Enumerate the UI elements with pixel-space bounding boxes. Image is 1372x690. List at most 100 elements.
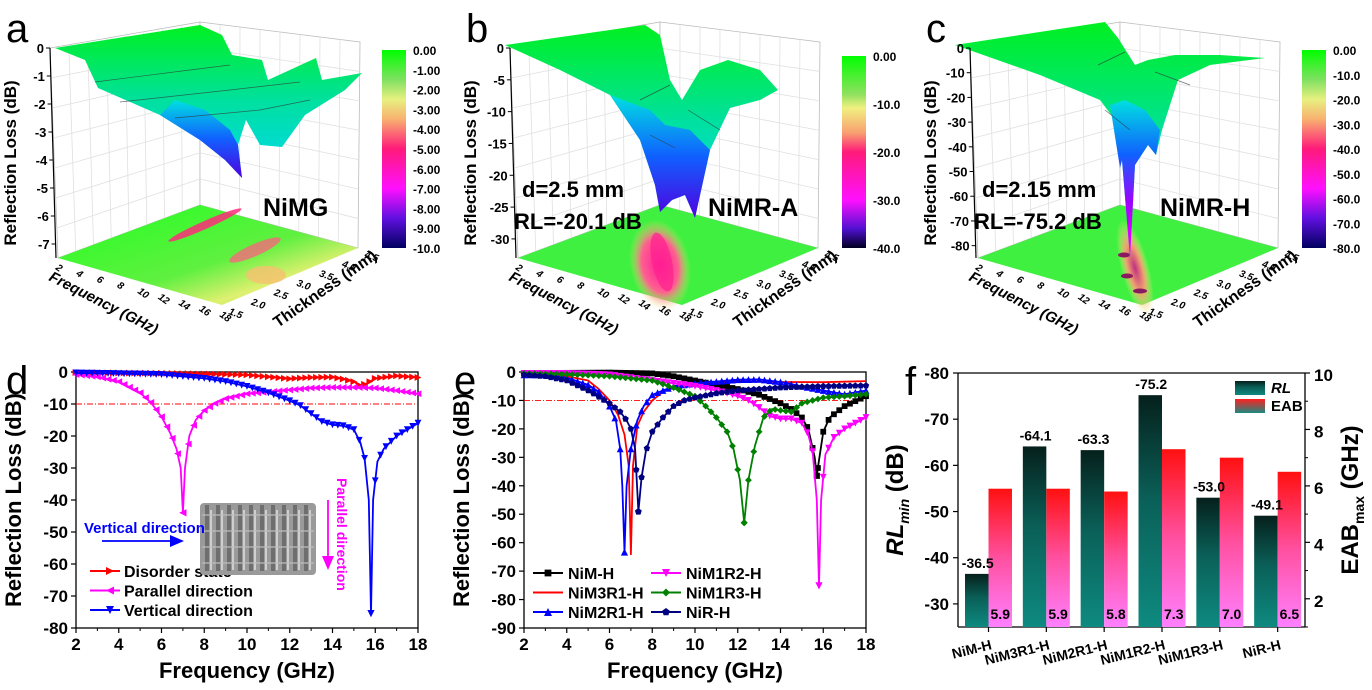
colorbar-tick-label: -60.0	[1333, 193, 1361, 207]
data-point	[318, 418, 326, 425]
foam-highlight	[210, 510, 212, 570]
foam-wall	[271, 505, 275, 571]
y-axis-label: Reflection Loss (dB)	[449, 393, 474, 607]
panel-d: d 2 4 6 8 10 12 14 16 18 0 -10 -20 -30 -40 -50 -60 -70 -80…	[1, 359, 427, 683]
legend-label: Parallel direction	[124, 584, 253, 601]
data-point	[323, 373, 331, 381]
data-point	[830, 382, 838, 389]
x-axis-label: Frequency (GHz)	[607, 658, 783, 683]
data-point	[691, 394, 699, 401]
data-point	[350, 378, 358, 385]
surface-mesh	[610, 95, 710, 218]
surface-contour-line	[94, 64, 231, 83]
data-point	[739, 376, 747, 384]
bar-rl-value-label: -75.2	[1135, 376, 1167, 392]
y-tick-label: 2.5	[271, 287, 289, 303]
data-point	[788, 383, 795, 390]
data-point	[414, 419, 422, 427]
data-point	[115, 378, 123, 385]
data-point	[275, 387, 283, 395]
x-tick-label: 8	[1035, 280, 1046, 292]
data-point	[104, 370, 112, 377]
grid-line	[1119, 152, 1279, 190]
data-point	[248, 384, 256, 392]
data-point	[259, 372, 267, 380]
bar-rl-value-label: -53.0	[1193, 479, 1225, 495]
x-tick-label: 6	[554, 274, 565, 286]
data-point	[819, 473, 827, 481]
data-point	[841, 392, 849, 400]
bar-rl	[1254, 515, 1278, 627]
bar-rl-value-label: -63.3	[1077, 431, 1109, 447]
data-point-min	[740, 519, 748, 527]
grid-line	[778, 36, 781, 238]
y-right-label-main: EAB	[1337, 524, 1364, 575]
data-point	[814, 386, 822, 393]
grid-line	[68, 44, 77, 252]
legend-label: NiM2R1-H	[568, 605, 644, 622]
grid-line	[1025, 38, 1032, 239]
data-point	[756, 391, 763, 398]
grid-line	[87, 41, 94, 245]
data-point	[409, 373, 417, 381]
data-point	[777, 384, 784, 391]
data-point	[307, 374, 315, 381]
data-point	[579, 371, 587, 379]
data-point	[830, 393, 838, 401]
data-point	[158, 413, 165, 421]
data-point	[798, 419, 806, 427]
data-point	[329, 383, 336, 391]
legend-label: NiR-H	[686, 605, 730, 622]
series-nim1r2-h	[520, 370, 870, 590]
data-point	[393, 372, 401, 380]
z-tick-label: -6	[37, 209, 49, 224]
data-point	[675, 380, 683, 388]
data-point	[712, 414, 720, 421]
data-point	[707, 408, 715, 416]
inset-structure-image	[200, 503, 316, 575]
x-tick-label: 4	[562, 635, 572, 654]
data-point	[307, 384, 315, 392]
data-point	[761, 376, 768, 384]
data-point	[734, 387, 741, 394]
data-point	[211, 399, 219, 407]
z-axis-label: Reflection Loss (dB)	[921, 80, 940, 245]
data-point	[590, 372, 597, 379]
data-point	[168, 372, 176, 379]
foam-highlight	[254, 510, 256, 570]
bar-eab-value-label: 5.8	[1106, 606, 1126, 622]
y-tick-label: -50	[43, 523, 68, 542]
data-point	[814, 383, 822, 390]
data-point	[793, 410, 800, 417]
data-point	[793, 404, 800, 411]
x-tick-label: 10	[135, 286, 151, 302]
data-point	[222, 378, 230, 385]
data-point	[633, 370, 640, 376]
data-point	[163, 371, 171, 379]
data-point	[281, 395, 288, 403]
data-point	[825, 388, 832, 395]
x-tick-label: 12	[280, 635, 299, 654]
data-point	[691, 382, 699, 390]
data-point	[286, 397, 294, 405]
x-tick-label: 4	[114, 635, 124, 654]
data-point	[729, 387, 736, 394]
data-point	[665, 372, 672, 379]
data-point	[520, 371, 528, 378]
data-point	[707, 391, 715, 398]
y-axis-label: Reflection Loss (dB)	[1, 393, 26, 607]
series-line	[524, 372, 867, 587]
panel-letter: b	[466, 7, 488, 51]
data-point	[552, 370, 560, 378]
data-point	[238, 381, 246, 389]
data-point	[574, 377, 581, 385]
grid-line	[55, 152, 201, 199]
data-point	[297, 385, 304, 393]
data-point	[563, 370, 571, 378]
data-point	[857, 391, 865, 399]
grid-line	[1257, 39, 1261, 243]
data-point	[852, 398, 859, 405]
bar-rl-value-label: -64.1	[1020, 427, 1052, 443]
parallel-direction-label: Parallel direction	[334, 478, 350, 591]
y-right-label-unit: (GHz)	[1337, 425, 1364, 496]
